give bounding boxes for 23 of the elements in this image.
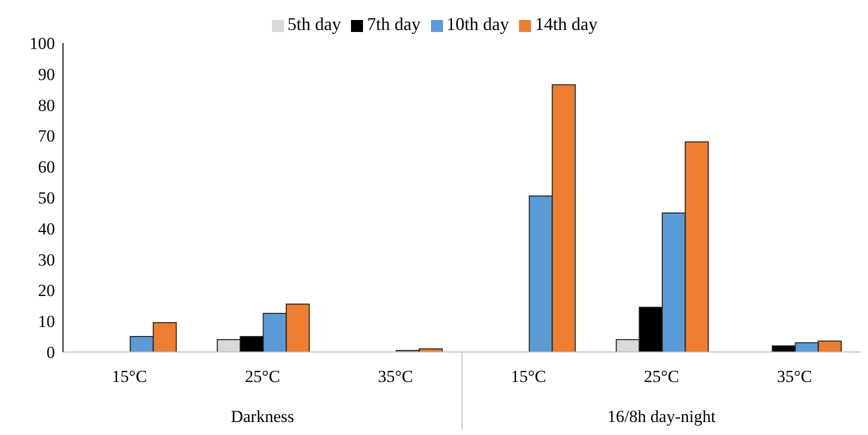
legend-label: 10th day <box>446 14 509 34</box>
y-tick-label: 20 <box>38 281 55 300</box>
x-tick-label: 25°C <box>244 367 280 386</box>
x-tick-label: 35°C <box>776 367 812 386</box>
text: Darkness <box>230 407 294 426</box>
legend-label: 7th day <box>367 14 420 34</box>
x-tick-label: 15°C <box>112 367 148 386</box>
x-tick-label: 15°C <box>510 367 546 386</box>
y-tick-label: 100 <box>30 34 55 54</box>
text: 16/8h day-night <box>607 407 716 426</box>
y-tick-label: 40 <box>38 219 55 238</box>
x-tick-label: 35°C <box>378 367 414 386</box>
y-tick-label: 70 <box>38 126 55 146</box>
y-tick-label: 30 <box>38 250 55 270</box>
legend-label: 14th day <box>535 14 598 34</box>
legend-label: 5th day <box>288 14 341 34</box>
x-tick-label: 25°C <box>644 367 680 386</box>
y-tick-label: 0 <box>46 343 55 362</box>
y-tick-label: 60 <box>38 158 55 177</box>
y-tick-label: 90 <box>38 64 55 84</box>
y-tick-label: 80 <box>38 96 55 115</box>
y-tick-label: 50 <box>38 188 55 208</box>
y-tick-label: 10 <box>38 312 55 332</box>
